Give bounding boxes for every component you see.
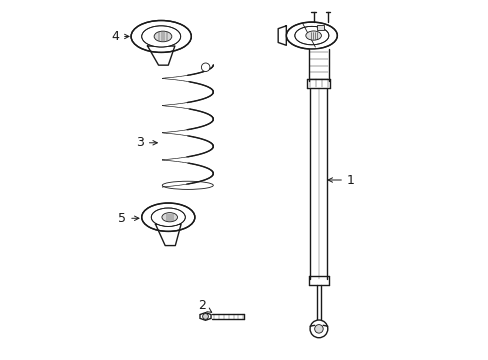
Ellipse shape <box>142 26 181 47</box>
Circle shape <box>201 63 209 72</box>
Polygon shape <box>278 26 286 45</box>
Text: 1: 1 <box>327 174 354 186</box>
Text: 5: 5 <box>118 212 139 225</box>
Polygon shape <box>155 224 181 246</box>
Text: 4: 4 <box>111 30 129 43</box>
Ellipse shape <box>154 31 171 42</box>
Ellipse shape <box>151 208 185 226</box>
Polygon shape <box>308 49 328 81</box>
Polygon shape <box>200 312 211 320</box>
Polygon shape <box>308 276 328 284</box>
Text: 3: 3 <box>136 136 157 149</box>
Polygon shape <box>310 88 327 279</box>
Text: 2: 2 <box>198 299 211 312</box>
Polygon shape <box>307 79 330 88</box>
Ellipse shape <box>305 31 321 40</box>
Circle shape <box>309 320 327 338</box>
Ellipse shape <box>294 26 328 45</box>
Circle shape <box>202 314 208 319</box>
Circle shape <box>314 325 323 333</box>
Ellipse shape <box>162 213 177 222</box>
Ellipse shape <box>131 21 191 53</box>
Bar <box>317 25 323 31</box>
Ellipse shape <box>142 203 195 231</box>
Polygon shape <box>309 324 327 325</box>
Ellipse shape <box>286 22 337 49</box>
Polygon shape <box>147 46 175 65</box>
